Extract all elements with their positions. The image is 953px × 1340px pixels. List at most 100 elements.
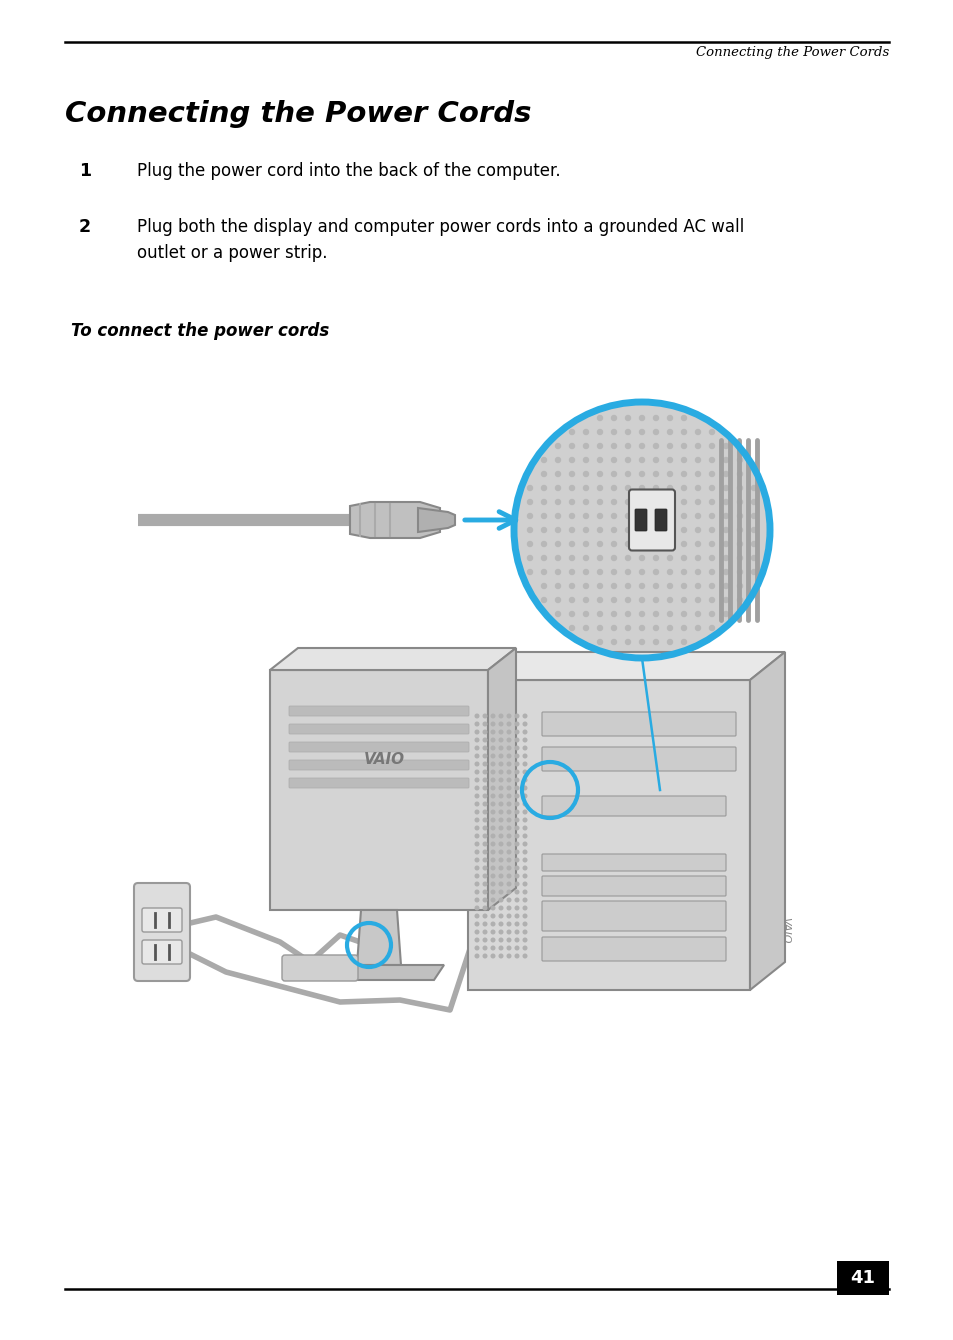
Circle shape (625, 626, 630, 631)
Circle shape (527, 541, 532, 547)
Circle shape (597, 457, 602, 462)
Circle shape (555, 556, 560, 560)
Circle shape (555, 541, 560, 547)
Text: Connecting the Power Cords: Connecting the Power Cords (65, 100, 531, 129)
Circle shape (498, 714, 502, 718)
Circle shape (475, 835, 478, 838)
Circle shape (507, 843, 510, 846)
Circle shape (515, 914, 518, 918)
Circle shape (569, 500, 574, 504)
Circle shape (597, 485, 602, 490)
Circle shape (611, 457, 616, 462)
Circle shape (555, 513, 560, 519)
Circle shape (522, 938, 526, 942)
Circle shape (522, 762, 526, 765)
Circle shape (639, 626, 644, 631)
Circle shape (569, 556, 574, 560)
Circle shape (507, 882, 510, 886)
FancyBboxPatch shape (541, 712, 735, 736)
Circle shape (522, 835, 526, 838)
Circle shape (482, 795, 486, 797)
FancyBboxPatch shape (541, 937, 725, 961)
Circle shape (583, 472, 588, 477)
Circle shape (515, 819, 518, 821)
Circle shape (514, 402, 769, 658)
Circle shape (653, 570, 658, 575)
Circle shape (491, 819, 495, 821)
Circle shape (482, 754, 486, 758)
Circle shape (498, 779, 502, 781)
Circle shape (482, 835, 486, 838)
Circle shape (515, 722, 518, 726)
Circle shape (498, 882, 502, 886)
Circle shape (507, 858, 510, 862)
Circle shape (667, 583, 672, 588)
Text: 2: 2 (79, 218, 91, 236)
Circle shape (482, 738, 486, 742)
Circle shape (482, 811, 486, 813)
Circle shape (482, 819, 486, 821)
Circle shape (709, 556, 714, 560)
Circle shape (639, 541, 644, 547)
Circle shape (522, 746, 526, 750)
Circle shape (667, 528, 672, 532)
Circle shape (639, 472, 644, 477)
Circle shape (522, 819, 526, 821)
Circle shape (583, 513, 588, 519)
Circle shape (482, 930, 486, 934)
Circle shape (515, 890, 518, 894)
Circle shape (475, 946, 478, 950)
Circle shape (625, 444, 630, 449)
Circle shape (507, 795, 510, 797)
Circle shape (722, 444, 728, 449)
Circle shape (555, 457, 560, 462)
Circle shape (522, 890, 526, 894)
Circle shape (498, 722, 502, 726)
Circle shape (625, 598, 630, 603)
Circle shape (522, 730, 526, 734)
Circle shape (491, 787, 495, 789)
Text: 1: 1 (79, 162, 91, 180)
Circle shape (597, 472, 602, 477)
Circle shape (667, 415, 672, 421)
Circle shape (515, 946, 518, 950)
Circle shape (737, 457, 741, 462)
Circle shape (507, 946, 510, 950)
Circle shape (507, 811, 510, 813)
Circle shape (611, 626, 616, 631)
Circle shape (541, 528, 546, 532)
Circle shape (498, 730, 502, 734)
Circle shape (569, 457, 574, 462)
Circle shape (639, 415, 644, 421)
Circle shape (515, 803, 518, 805)
Circle shape (498, 850, 502, 854)
Circle shape (482, 803, 486, 805)
Circle shape (653, 611, 658, 616)
Circle shape (680, 541, 686, 547)
Circle shape (527, 485, 532, 490)
Circle shape (583, 485, 588, 490)
Circle shape (597, 513, 602, 519)
Circle shape (639, 444, 644, 449)
Circle shape (680, 457, 686, 462)
Polygon shape (356, 910, 400, 965)
Circle shape (507, 714, 510, 718)
Circle shape (475, 746, 478, 750)
Text: 41: 41 (850, 1269, 875, 1288)
Circle shape (597, 583, 602, 588)
Circle shape (498, 914, 502, 918)
Circle shape (541, 472, 546, 477)
Circle shape (653, 457, 658, 462)
Circle shape (491, 882, 495, 886)
Circle shape (680, 639, 686, 645)
Circle shape (482, 890, 486, 894)
Circle shape (498, 946, 502, 950)
Circle shape (507, 770, 510, 773)
Circle shape (491, 850, 495, 854)
Circle shape (709, 444, 714, 449)
Circle shape (475, 803, 478, 805)
Circle shape (639, 598, 644, 603)
Circle shape (507, 827, 510, 829)
Circle shape (482, 714, 486, 718)
Circle shape (625, 472, 630, 477)
